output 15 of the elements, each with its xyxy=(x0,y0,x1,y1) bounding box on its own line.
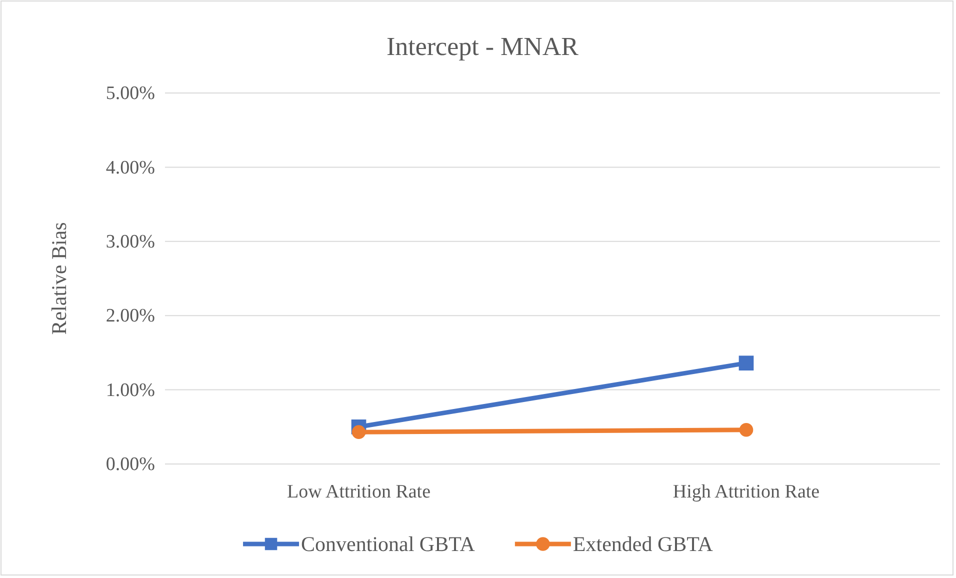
y-tick-label: 1.00% xyxy=(106,380,156,401)
point xyxy=(352,425,366,439)
legend-label: Conventional GBTA xyxy=(301,532,476,556)
y-tick-label: 3.00% xyxy=(106,231,156,252)
y-tick-label: 4.00% xyxy=(106,157,156,178)
legend-label: Extended GBTA xyxy=(572,532,714,556)
y-tick-label: 5.00% xyxy=(106,83,156,104)
y-axis-title: Relative Bias xyxy=(47,222,71,335)
y-tick-label: 2.00% xyxy=(106,306,156,327)
x-tick-label: High Attrition Rate xyxy=(672,481,820,502)
chart-title: Intercept - MNAR xyxy=(386,32,580,61)
y-tick-label: 0.00% xyxy=(106,454,156,476)
point xyxy=(739,422,754,437)
point xyxy=(738,356,754,371)
x-tick-label: Low Attrition Rate xyxy=(286,481,431,502)
